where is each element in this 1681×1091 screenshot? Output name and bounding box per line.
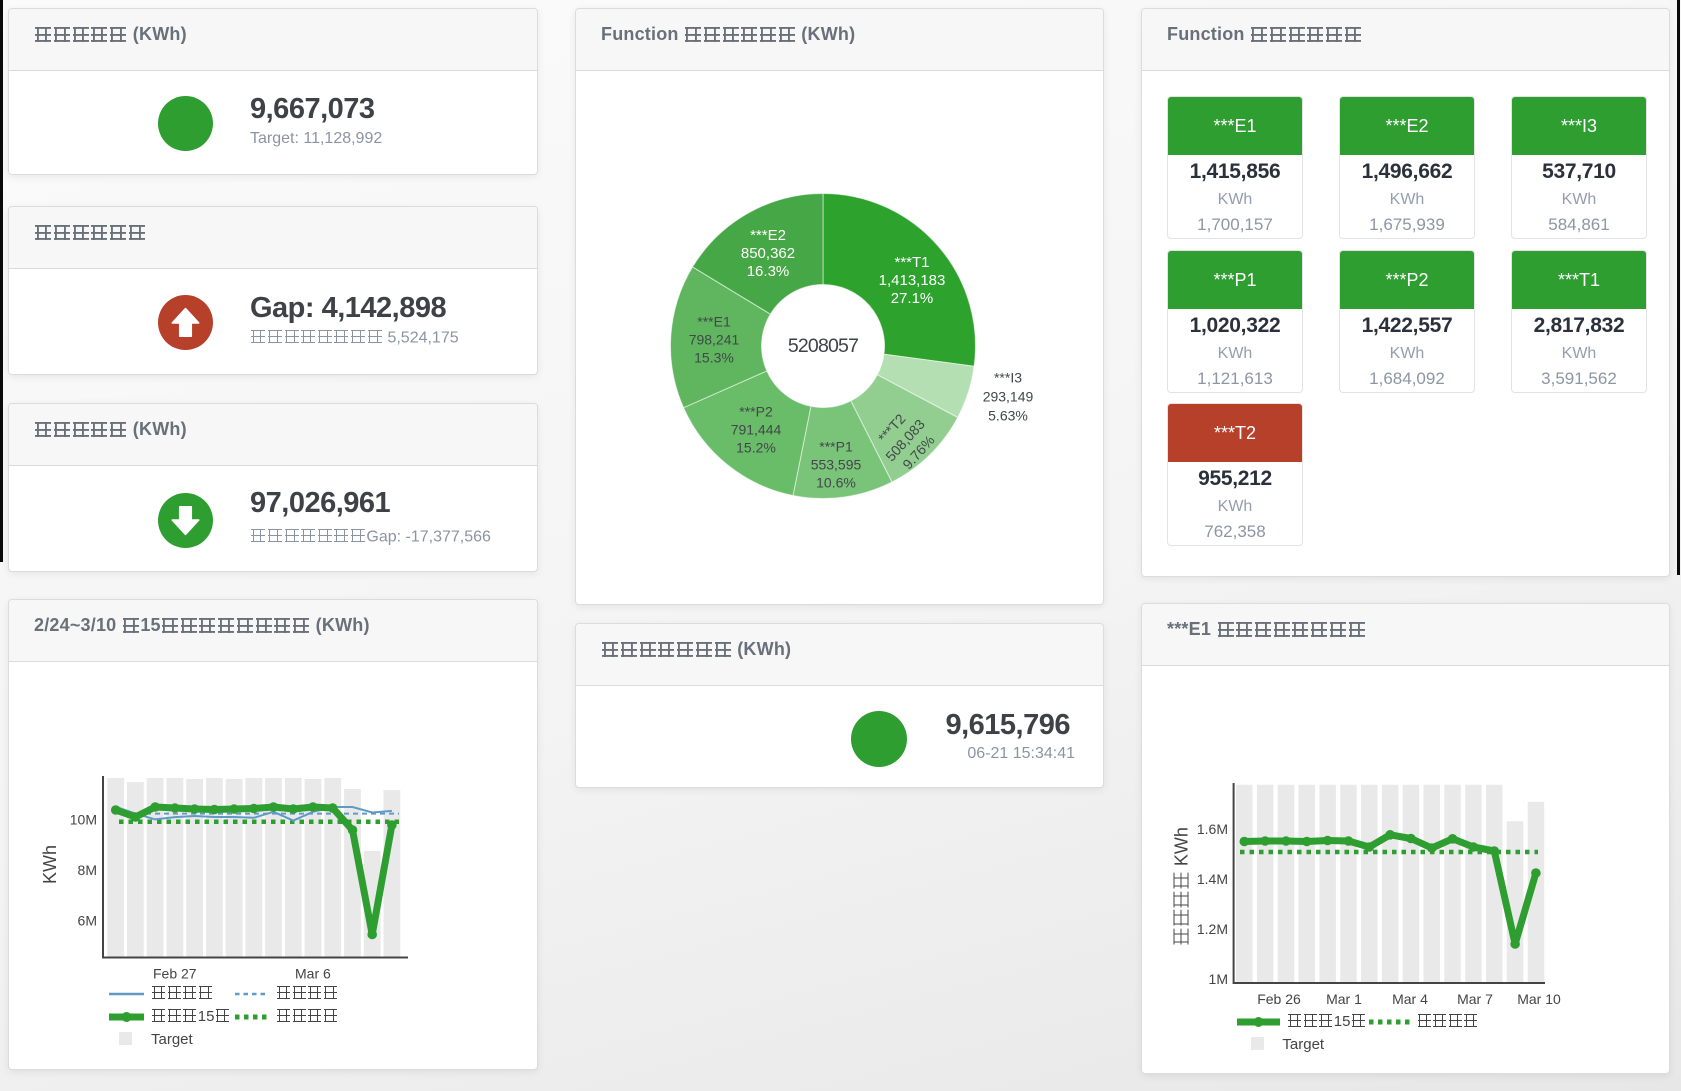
svg-text:798,241: 798,241 — [689, 332, 740, 348]
svg-text:***I3: ***I3 — [994, 370, 1022, 386]
svg-text:5208057: 5208057 — [788, 335, 858, 357]
svg-text:Mar 10: Mar 10 — [1517, 991, 1561, 1007]
svg-text:6M: 6M — [78, 912, 97, 928]
svg-text:***P1: ***P1 — [819, 439, 853, 455]
svg-text:***E1: ***E1 — [697, 314, 731, 330]
svg-text:1.6M: 1.6M — [1197, 821, 1228, 837]
svg-text:5.63%: 5.63% — [988, 408, 1028, 424]
svg-text:***T1: ***T1 — [894, 254, 929, 271]
svg-text:553,595: 553,595 — [811, 457, 862, 473]
svg-text:1.4M: 1.4M — [1197, 871, 1228, 887]
svg-text:10M: 10M — [70, 811, 97, 827]
svg-text:16.3%: 16.3% — [747, 263, 790, 280]
svg-text:Feb 26: Feb 26 — [1257, 991, 1301, 1007]
svg-text:27.1%: 27.1% — [891, 290, 934, 307]
svg-text:Mar 6: Mar 6 — [295, 966, 331, 982]
svg-text:1M: 1M — [1209, 971, 1228, 987]
svg-text:1,413,183: 1,413,183 — [879, 272, 946, 289]
svg-text:293,149: 293,149 — [983, 389, 1034, 405]
svg-text:Mar 7: Mar 7 — [1457, 991, 1493, 1007]
svg-text:Feb 27: Feb 27 — [153, 966, 197, 982]
svg-text:15.3%: 15.3% — [694, 350, 734, 366]
svg-text:8M: 8M — [78, 862, 97, 878]
svg-text:791,444: 791,444 — [731, 422, 782, 438]
svg-text:***E2: ***E2 — [750, 227, 786, 244]
svg-text:10.6%: 10.6% — [816, 475, 856, 491]
svg-text:Mar 4: Mar 4 — [1392, 991, 1428, 1007]
svg-text:1.2M: 1.2M — [1197, 921, 1228, 937]
svg-text:850,362: 850,362 — [741, 245, 795, 262]
svg-text:Mar 1: Mar 1 — [1326, 991, 1362, 1007]
svg-text:***P2: ***P2 — [739, 404, 773, 420]
svg-text:15.2%: 15.2% — [736, 440, 776, 456]
